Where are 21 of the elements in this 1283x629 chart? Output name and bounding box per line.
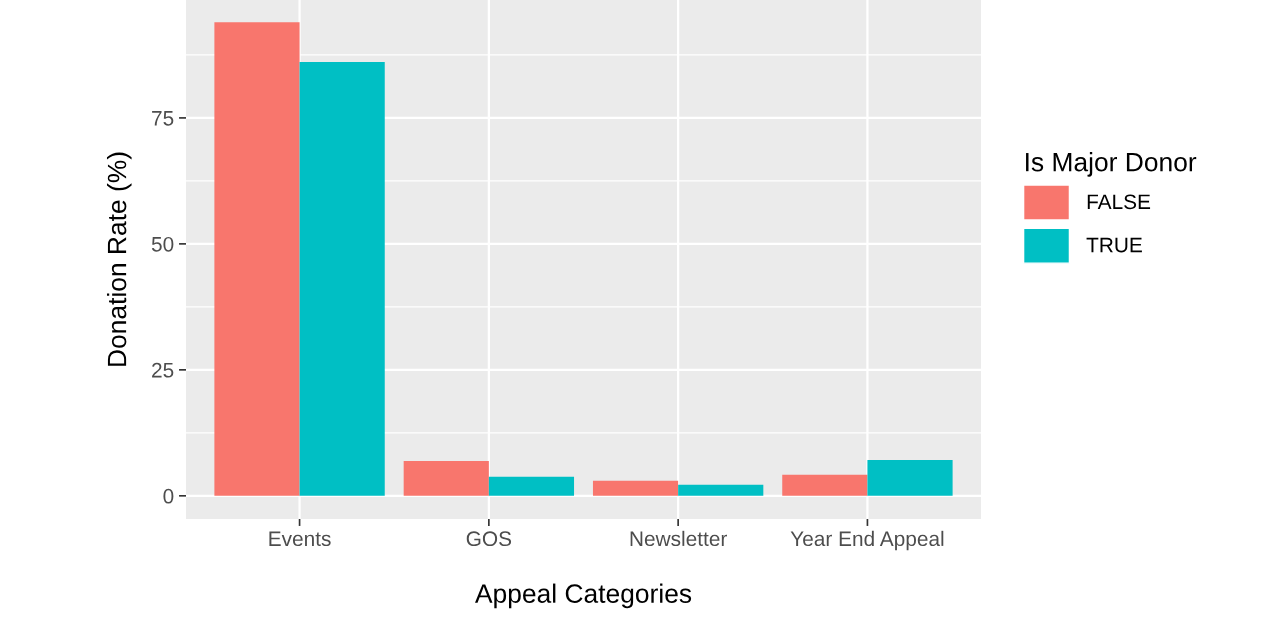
- legend-title: Is Major Donor: [1026, 152, 1197, 177]
- x-axis-title: Appeal Categories: [475, 583, 692, 609]
- bar: [678, 484, 764, 496]
- x-tick-label: Events: [269, 531, 331, 547]
- y-tick-label: 0: [163, 488, 174, 504]
- bar: [299, 61, 385, 496]
- x-tick-label: GOS: [466, 531, 512, 547]
- bar: [214, 22, 300, 496]
- y-tick-label: 75: [152, 111, 174, 126]
- bar: [867, 460, 953, 496]
- x-tick-label: Year End Appeal: [790, 530, 944, 551]
- bar: [488, 476, 575, 496]
- legend-label: FALSE: [1087, 194, 1151, 210]
- bar: [592, 480, 679, 496]
- x-tick-label: Newsletter: [630, 530, 727, 547]
- legend-label: TRUE: [1086, 237, 1142, 253]
- y-tick-label: 50: [151, 236, 174, 252]
- bar: [782, 474, 868, 496]
- y-axis-title: Donation Rate (%): [106, 152, 132, 366]
- y-tick-label: 25: [152, 362, 174, 378]
- bar: [403, 461, 489, 496]
